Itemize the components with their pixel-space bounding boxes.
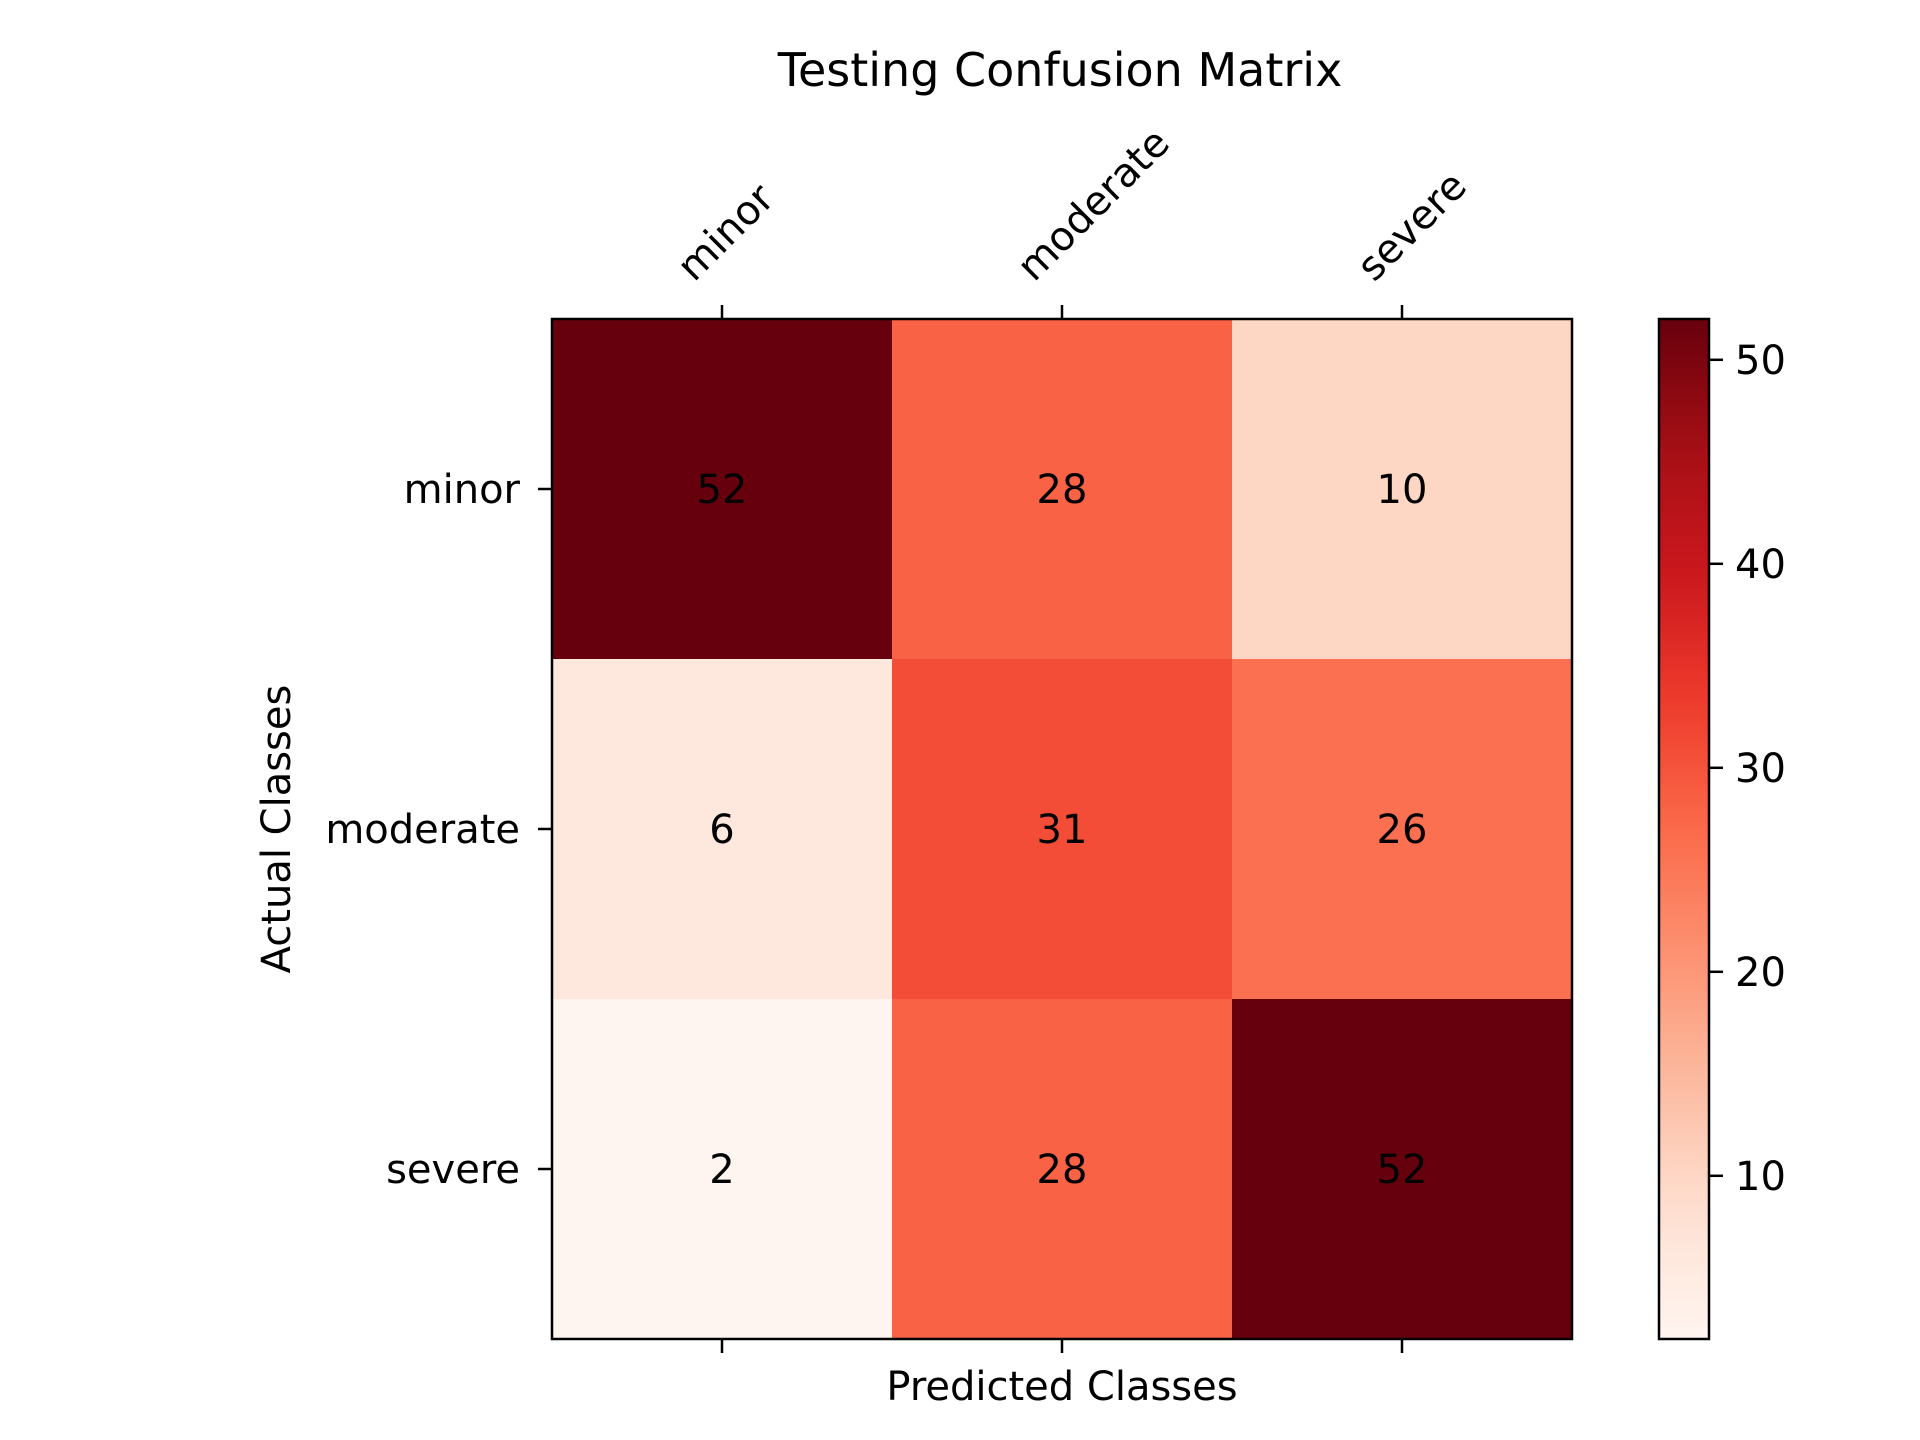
colorbar-gradient (1657, 317, 1711, 1341)
heatmap-cells (552, 319, 1573, 1340)
colorbar-tick-label: 30 (1735, 746, 1786, 792)
heatmap-cell (892, 319, 1233, 660)
cell-value-label: 28 (1037, 467, 1088, 513)
colorbar-tick-label: 50 (1735, 338, 1786, 384)
heatmap-cell (552, 659, 893, 1000)
y-tick-label: moderate (325, 807, 520, 853)
heatmap-cell (1232, 999, 1573, 1340)
x-tick-label: moderate (1009, 120, 1179, 290)
cell-value-label: 10 (1377, 467, 1428, 513)
heatmap-cell-labels: 52 28 10 6 31 26 2 28 52 (697, 467, 1428, 1193)
x-tick-label: severe (1349, 163, 1476, 290)
colorbar-tick-label: 40 (1735, 542, 1786, 588)
x-axis-label: Predicted Classes (886, 1364, 1237, 1410)
heatmap-cell (892, 659, 1233, 1000)
cell-value-label: 26 (1377, 807, 1428, 853)
y-axis-ticks: minor moderate severe (325, 467, 552, 1193)
cell-value-label: 6 (709, 807, 734, 853)
cell-value-label: 52 (697, 467, 748, 513)
y-tick-label: severe (386, 1147, 520, 1193)
y-axis-label: Actual Classes (254, 685, 300, 974)
heatmap-cell (552, 999, 893, 1340)
heatmap-cell (552, 319, 893, 660)
colorbar-tick-label: 20 (1735, 950, 1786, 996)
heatmap-cell (1232, 319, 1573, 660)
y-tick-label: minor (404, 467, 521, 513)
cell-value-label: 31 (1037, 807, 1088, 853)
cell-value-label: 2 (709, 1147, 734, 1193)
heatmap-cell (892, 999, 1233, 1340)
cell-value-label: 28 (1037, 1147, 1088, 1193)
chart-title: Testing Confusion Matrix (777, 43, 1343, 97)
cell-value-label: 52 (1377, 1147, 1428, 1193)
x-tick-label: minor (669, 175, 784, 290)
colorbar-tick-label: 10 (1735, 1154, 1786, 1200)
heatmap-cell (1232, 659, 1573, 1000)
colorbar: 10 20 30 40 50 (1657, 317, 1786, 1341)
